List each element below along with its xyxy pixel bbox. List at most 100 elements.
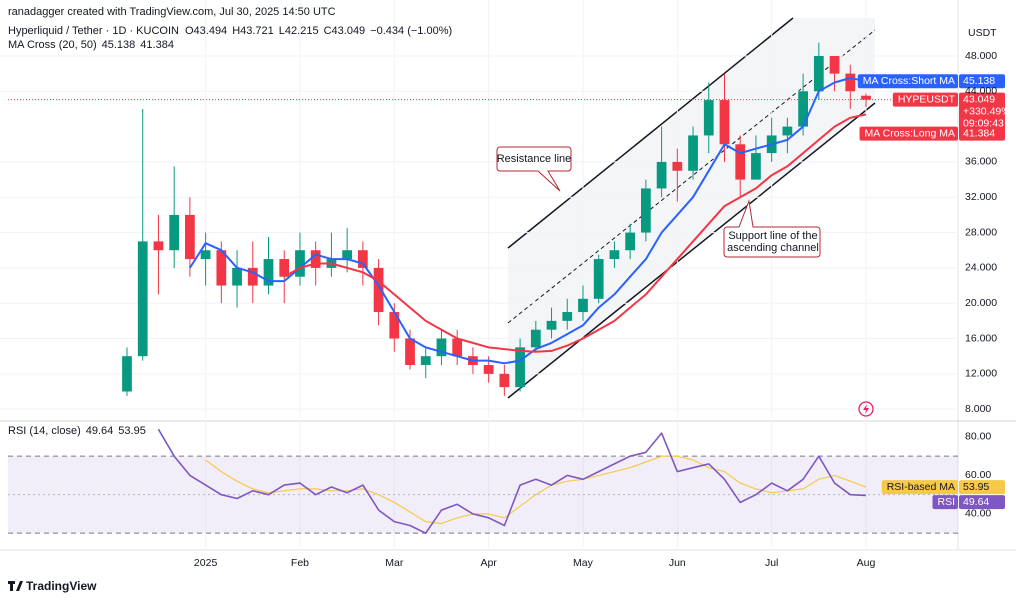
x-tick-label: May [573,557,594,569]
callout-text: Resistance line [497,153,572,165]
y-tick-label: 28.000 [965,226,997,238]
tag-label-box [892,92,958,107]
candle-body [405,338,415,366]
candle-body [263,259,274,286]
y-tick-label: 36.000 [965,156,997,168]
candle-body [185,214,195,260]
tag-label: MA Cross:Short MA [863,75,955,87]
candle-body [247,267,258,286]
y-tick-label: 8.000 [965,403,991,415]
price-tag-value: 45.138 [963,75,995,87]
brand-logo [8,581,23,591]
series-line [157,428,867,534]
ohlc-letter: C [324,25,332,37]
brand-name: TradingView [26,579,97,593]
ohlc-value: 43.721 [240,25,274,37]
tag-label-box [881,480,958,495]
x-tick-label: Apr [480,557,497,569]
tag-label: HYPEUSDT [898,93,956,105]
indicator-value: 45.138 [102,39,136,51]
ohlc-value: 43.049 [332,25,366,37]
candle-body [829,55,840,74]
candle-body [688,135,698,171]
y-tick-label: 16.000 [965,332,997,344]
candle-body [295,250,305,277]
price-tag-change: +330.49% [963,105,1011,117]
y-tick-label: 44.000 [965,85,997,97]
tag-label: RSI-based MA [887,481,955,493]
candle-body [845,73,856,92]
candle-body [200,250,211,260]
price-tag-value: 43.049 [963,93,995,105]
callout-text: Support line of the [728,230,817,242]
x-tick-label: Aug [857,557,876,569]
candle-body [389,312,400,339]
candle-body [656,161,667,189]
price-tag-countdown: 09:09:43 [963,117,1004,129]
candle-body [625,232,636,251]
tag-label: MA Cross:Long MA [865,127,955,139]
candle-body [420,356,431,366]
callout-box [723,199,821,258]
candle-body [452,338,463,357]
alert-icon[interactable] [858,401,874,417]
ohlc-letter: O [185,25,194,37]
x-tick-label: Feb [291,557,309,569]
candle-body [578,298,588,313]
candle-body [593,259,604,299]
candle-body [782,126,793,136]
ohlc-letter: H [232,25,240,37]
candle-body [798,91,808,127]
series-line [205,455,867,525]
callout-box [496,146,572,192]
candle-body [310,250,321,268]
series-line [283,113,867,353]
candle-body [216,250,227,286]
x-tick-label: Jun [669,557,686,569]
indicator-label: MA Cross (20, 50) [8,39,97,51]
series-line [189,77,867,365]
price-tag [959,495,1005,510]
price-tag [959,92,1005,131]
change-value: −0.434 (−1.00%) [370,25,452,37]
price-tag-value: 41.384 [963,127,995,139]
ohlc-letter: L [279,25,285,37]
candle-body [735,144,746,180]
ohlc-value: 43.494 [194,25,228,37]
candle-body [861,95,871,100]
y-tick-label: 40.00 [965,508,991,520]
candle-body [546,320,557,330]
alert-icon-bolt [863,404,869,414]
price-tag [959,480,1005,495]
ohlc-value: 42.215 [285,25,319,37]
candle-body [562,312,573,321]
candle-body [703,100,714,136]
candle-body [515,347,525,388]
callout-text: ascending channel [727,242,819,254]
x-tick-label: Jul [765,557,778,569]
candle-body [813,55,824,92]
candle-body [122,356,132,392]
candle-body [436,338,447,357]
candle-body [530,329,541,348]
candle-body [137,241,148,357]
candle-body [232,267,242,286]
candle-body [373,267,384,313]
legend: Hyperliquid / Tether · 1D · KUCOIN O 43.49… [8,25,452,437]
candle-body [609,250,620,260]
x-tick-label: 2025 [194,557,218,569]
x-tick-label: Mar [385,557,404,569]
symbol-title: Hyperliquid / Tether · 1D · KUCOIN [8,25,179,37]
candle-body [483,365,494,374]
candle-body [169,214,180,251]
price-tag-value: 53.95 [963,481,989,493]
y-tick-label: 24.000 [965,262,997,274]
y-tick-label: 60.00 [965,469,991,481]
indicator-value: 41.384 [140,39,174,51]
candle-body [357,250,368,268]
axis-unit: USDT [968,27,997,39]
candle-body [342,250,353,260]
